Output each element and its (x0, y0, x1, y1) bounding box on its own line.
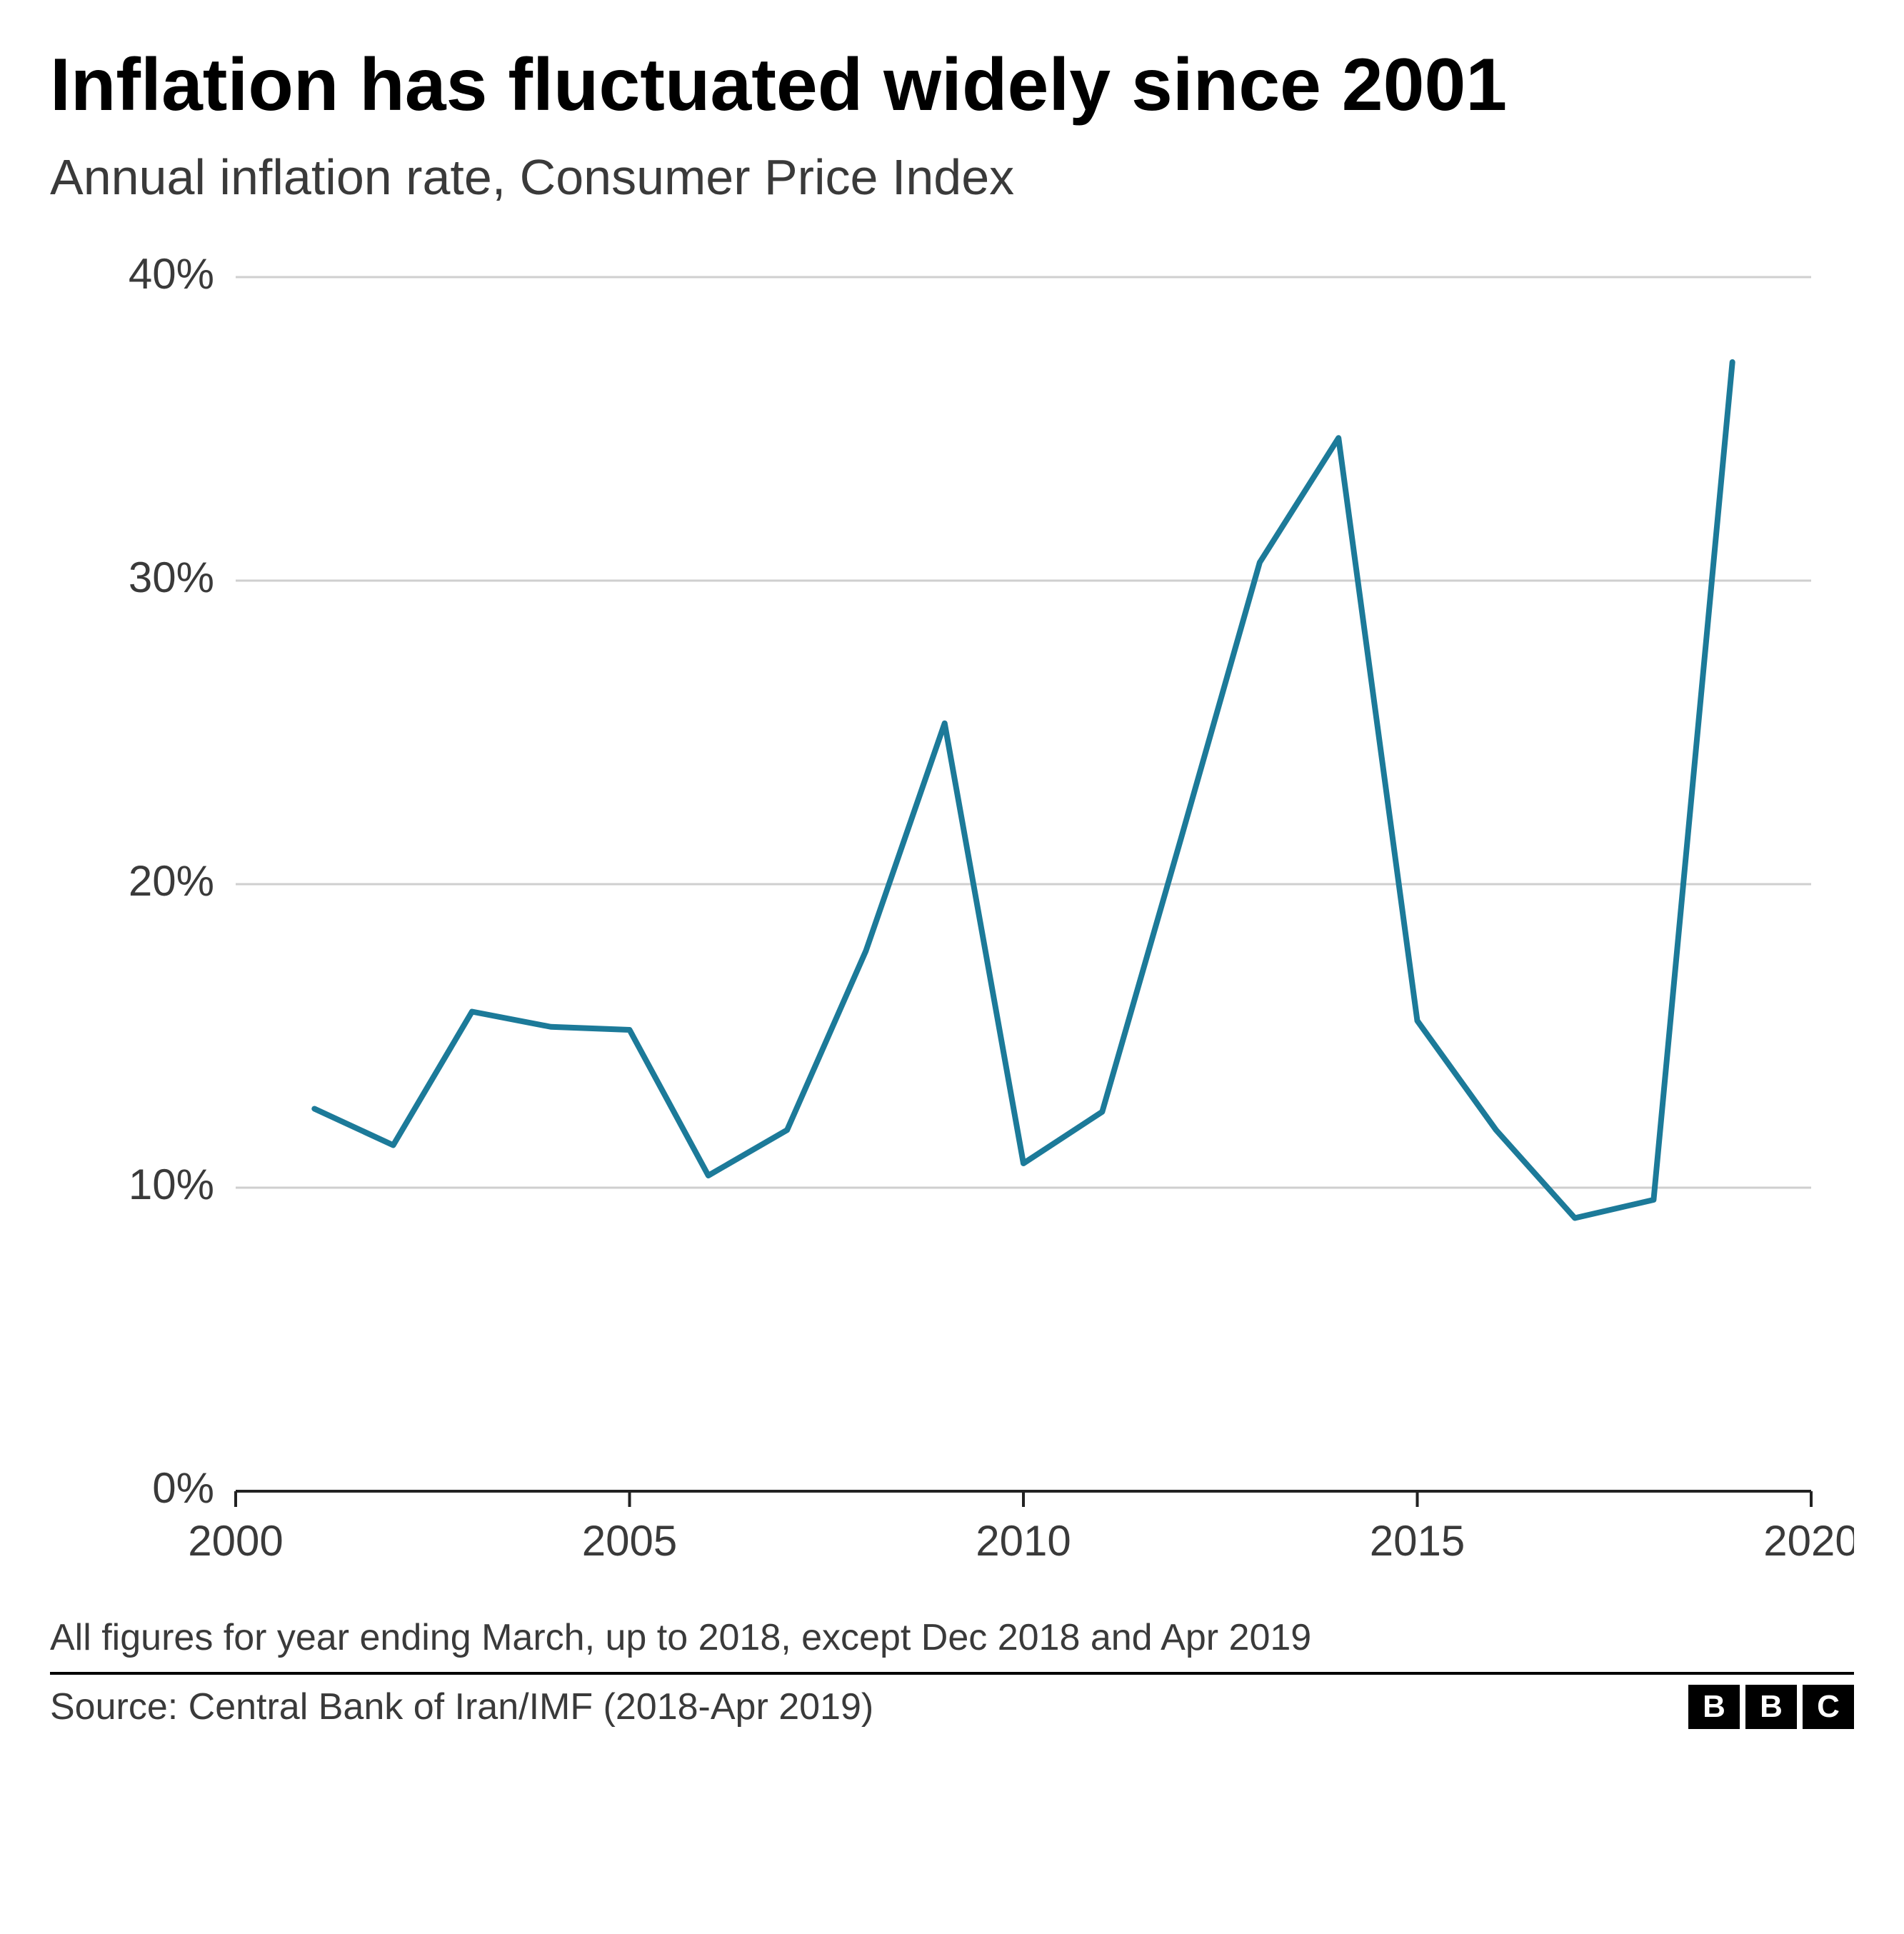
chart-subtitle: Annual inflation rate, Consumer Price In… (50, 149, 1854, 206)
svg-text:30%: 30% (129, 553, 214, 601)
svg-text:2020: 2020 (1763, 1517, 1854, 1565)
chart-footer: Source: Central Bank of Iran/IMF (2018-A… (50, 1672, 1854, 1729)
svg-text:2010: 2010 (976, 1517, 1071, 1565)
svg-text:20%: 20% (129, 856, 214, 904)
chart-title: Inflation has fluctuated widely since 20… (50, 43, 1854, 129)
chart-container: Inflation has fluctuated widely since 20… (0, 0, 1904, 1758)
bbc-logo-letter: B (1688, 1685, 1740, 1729)
chart-footnote: All figures for year ending March, up to… (50, 1616, 1854, 1659)
svg-text:2005: 2005 (582, 1517, 677, 1565)
bbc-logo-letter: B (1745, 1685, 1797, 1729)
bbc-logo-letter: C (1803, 1685, 1854, 1729)
line-chart-svg: 0% 10% 20% 30% 40% 2000 2005 2010 2015 2020 (50, 249, 1854, 1591)
svg-text:10%: 10% (129, 1160, 214, 1208)
svg-text:40%: 40% (129, 249, 214, 297)
bbc-logo: B B C (1688, 1685, 1854, 1729)
svg-text:0%: 0% (152, 1463, 214, 1511)
chart-source: Source: Central Bank of Iran/IMF (2018-A… (50, 1685, 873, 1728)
svg-text:2000: 2000 (188, 1517, 283, 1565)
svg-text:2015: 2015 (1370, 1517, 1465, 1565)
plot-area: 0% 10% 20% 30% 40% 2000 2005 2010 2015 2020 (50, 249, 1854, 1595)
